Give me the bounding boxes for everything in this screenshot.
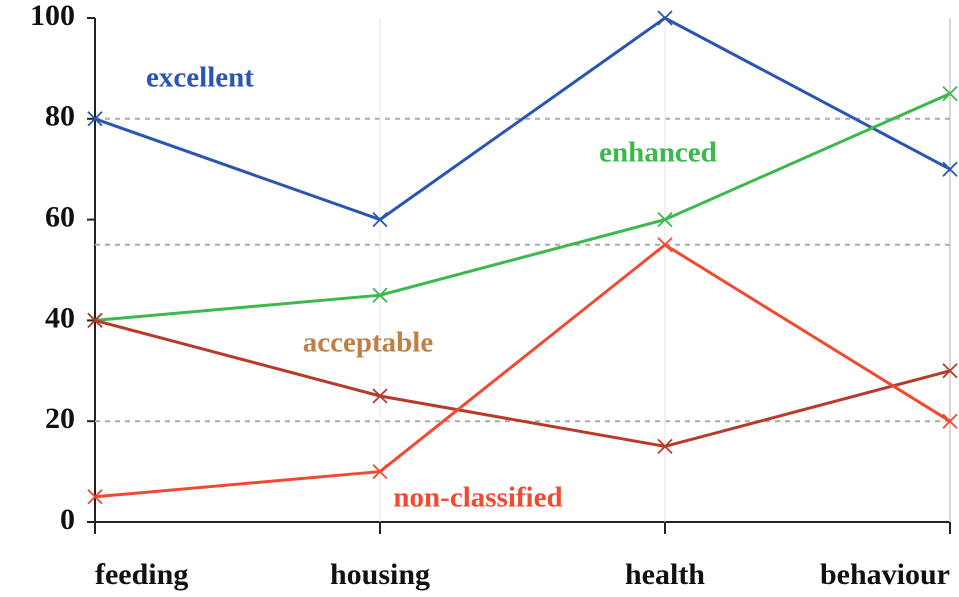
series-label: enhanced: [599, 137, 717, 169]
marker: [372, 287, 388, 303]
series-label: non-classified: [393, 482, 562, 514]
marker: [657, 237, 673, 253]
y-tick-label: 100: [30, 0, 75, 32]
marker: [657, 438, 673, 455]
x-tick-label: feeding: [95, 558, 188, 591]
y-tick-label: 40: [45, 301, 75, 334]
series-line: [94, 242, 951, 499]
series-label: acceptable: [303, 327, 434, 359]
marker: [87, 312, 103, 329]
series-line: [94, 16, 951, 222]
marker: [372, 211, 388, 228]
marker: [87, 489, 103, 505]
marker: [372, 463, 388, 480]
series-label: excellent: [146, 62, 254, 94]
marker: [657, 211, 673, 228]
y-tick-label: 0: [60, 503, 75, 536]
series-line: [94, 92, 951, 322]
marker: [942, 161, 958, 177]
marker: [372, 388, 388, 404]
y-tick-label: 80: [45, 100, 75, 133]
x-tick-label: behaviour: [820, 558, 950, 591]
x-tick-label: health: [625, 558, 705, 591]
marker: [942, 363, 958, 379]
marker: [657, 10, 673, 26]
marker: [942, 413, 958, 429]
x-tick-label: housing: [330, 558, 430, 591]
marker: [942, 85, 958, 102]
series-line: [94, 318, 951, 448]
y-tick-label: 20: [45, 402, 75, 435]
y-tick-label: 60: [45, 200, 75, 233]
marker: [87, 111, 103, 127]
